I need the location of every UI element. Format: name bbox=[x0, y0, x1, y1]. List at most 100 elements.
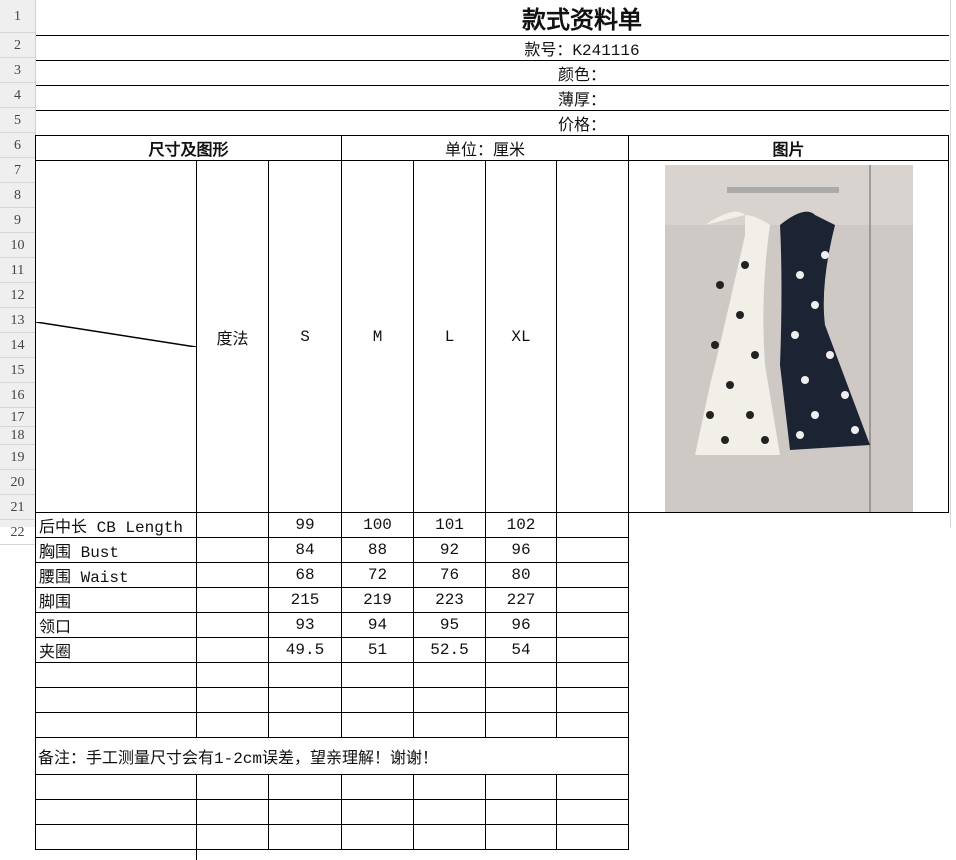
row-header[interactable]: 17 bbox=[0, 408, 35, 427]
cell[interactable] bbox=[556, 824, 629, 850]
cell[interactable] bbox=[485, 824, 557, 850]
cell[interactable] bbox=[341, 712, 414, 738]
cell[interactable] bbox=[413, 824, 486, 850]
measurement-value[interactable]: 52.5 bbox=[413, 637, 486, 663]
cell[interactable] bbox=[556, 687, 629, 713]
row-header[interactable]: 6 bbox=[0, 133, 35, 158]
measurement-value[interactable]: 102 bbox=[485, 512, 557, 538]
cell[interactable] bbox=[485, 799, 557, 825]
row-header[interactable]: 15 bbox=[0, 358, 35, 383]
cell[interactable] bbox=[35, 824, 197, 850]
measurement-value[interactable]: 49.5 bbox=[268, 637, 342, 663]
measurement-value[interactable]: 76 bbox=[413, 562, 486, 588]
measurement-value[interactable]: 92 bbox=[413, 537, 486, 563]
row-header[interactable]: 5 bbox=[0, 108, 35, 133]
row-header[interactable]: 9 bbox=[0, 208, 35, 233]
row-header[interactable]: 19 bbox=[0, 445, 35, 470]
empty-cell[interactable] bbox=[556, 587, 629, 613]
cell[interactable] bbox=[413, 774, 486, 800]
cell[interactable] bbox=[341, 662, 414, 688]
row-header[interactable]: 20 bbox=[0, 470, 35, 495]
cell[interactable] bbox=[485, 774, 557, 800]
size-l[interactable]: L bbox=[413, 160, 486, 513]
row-header[interactable]: 1 bbox=[0, 0, 35, 33]
empty-cell[interactable] bbox=[556, 637, 629, 663]
empty-cell[interactable] bbox=[556, 512, 629, 538]
cell[interactable] bbox=[197, 850, 949, 860]
sheet-title[interactable]: 款式资料单 bbox=[35, 0, 949, 36]
measurement-value[interactable]: 101 bbox=[413, 512, 486, 538]
cell[interactable] bbox=[341, 774, 414, 800]
measurement-value[interactable]: 100 bbox=[341, 512, 414, 538]
measurement-value[interactable]: 215 bbox=[268, 587, 342, 613]
cell[interactable] bbox=[35, 712, 197, 738]
cell[interactable] bbox=[341, 799, 414, 825]
measurement-value[interactable]: 95 bbox=[413, 612, 486, 638]
measurement-value[interactable]: 94 bbox=[341, 612, 414, 638]
cell[interactable] bbox=[341, 687, 414, 713]
measurement-value[interactable]: 84 bbox=[268, 537, 342, 563]
cell[interactable] bbox=[268, 662, 342, 688]
method-cell[interactable] bbox=[196, 637, 269, 663]
cell[interactable] bbox=[196, 687, 269, 713]
measurement-value[interactable]: 96 bbox=[485, 612, 557, 638]
measurement-value[interactable]: 88 bbox=[341, 537, 414, 563]
measurement-value[interactable]: 93 bbox=[268, 612, 342, 638]
empty-cell[interactable] bbox=[556, 160, 629, 513]
size-m[interactable]: M bbox=[341, 160, 414, 513]
method-header[interactable]: 度法 bbox=[196, 160, 269, 513]
cell[interactable] bbox=[196, 774, 269, 800]
measurement-name[interactable]: 领口 bbox=[35, 612, 197, 638]
cell[interactable] bbox=[485, 712, 557, 738]
measurement-value[interactable]: 99 bbox=[268, 512, 342, 538]
measurement-value[interactable]: 219 bbox=[341, 587, 414, 613]
row-header[interactable]: 14 bbox=[0, 333, 35, 358]
cell[interactable] bbox=[35, 662, 197, 688]
measurement-name[interactable]: 夹圈 bbox=[35, 637, 197, 663]
empty-cell[interactable] bbox=[556, 562, 629, 588]
measurement-value[interactable]: 68 bbox=[268, 562, 342, 588]
row-header[interactable]: 8 bbox=[0, 183, 35, 208]
row-header[interactable]: 16 bbox=[0, 383, 35, 408]
color-field[interactable]: 颜色： bbox=[35, 60, 949, 86]
cell[interactable] bbox=[556, 712, 629, 738]
cell[interactable] bbox=[35, 849, 197, 860]
measurement-value[interactable]: 223 bbox=[413, 587, 486, 613]
row-header[interactable]: 22 bbox=[0, 520, 35, 545]
cell[interactable] bbox=[35, 799, 197, 825]
measurement-value[interactable]: 54 bbox=[485, 637, 557, 663]
note[interactable]: 备注：手工测量尺寸会有1-2cm误差，望亲理解！谢谢！ bbox=[35, 737, 629, 775]
cell[interactable] bbox=[196, 824, 269, 850]
diagonal-cell[interactable] bbox=[35, 160, 197, 513]
measurement-value[interactable]: 96 bbox=[485, 537, 557, 563]
picture-header[interactable]: 图片 bbox=[628, 135, 949, 161]
cell[interactable] bbox=[413, 687, 486, 713]
size-xl[interactable]: XL bbox=[485, 160, 557, 513]
row-header[interactable]: 18 bbox=[0, 427, 35, 445]
cell[interactable] bbox=[268, 774, 342, 800]
cell[interactable] bbox=[196, 662, 269, 688]
measurement-name[interactable]: 胸围 Bust bbox=[35, 537, 197, 563]
measurement-value[interactable]: 80 bbox=[485, 562, 557, 588]
method-cell[interactable] bbox=[196, 512, 269, 538]
row-header[interactable]: 10 bbox=[0, 233, 35, 258]
measurement-name[interactable]: 后中长 CB Length bbox=[35, 512, 197, 538]
cell[interactable] bbox=[485, 687, 557, 713]
measurement-value[interactable]: 72 bbox=[341, 562, 414, 588]
cell[interactable] bbox=[268, 824, 342, 850]
row-header[interactable]: 4 bbox=[0, 83, 35, 108]
method-cell[interactable] bbox=[196, 562, 269, 588]
price-field[interactable]: 价格： bbox=[35, 110, 949, 136]
cell[interactable] bbox=[556, 774, 629, 800]
cell[interactable] bbox=[413, 712, 486, 738]
empty-cell[interactable] bbox=[556, 537, 629, 563]
style-number[interactable]: 款号：K241116 bbox=[35, 35, 949, 61]
cell[interactable] bbox=[413, 799, 486, 825]
cell[interactable] bbox=[413, 662, 486, 688]
cell[interactable] bbox=[35, 687, 197, 713]
method-cell[interactable] bbox=[196, 612, 269, 638]
unit-label[interactable]: 单位：厘米 bbox=[341, 135, 629, 161]
cell[interactable] bbox=[196, 799, 269, 825]
row-header[interactable]: 7 bbox=[0, 158, 35, 183]
row-header[interactable]: 2 bbox=[0, 33, 35, 58]
